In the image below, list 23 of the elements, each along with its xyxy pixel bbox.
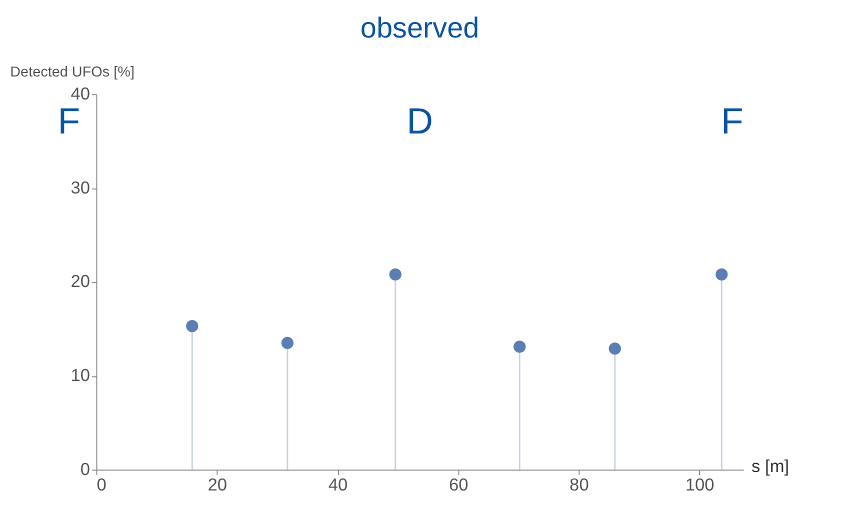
chart-title: observed bbox=[360, 12, 480, 44]
x-tick-label: 80 bbox=[570, 474, 589, 494]
point bbox=[514, 340, 526, 353]
annotation: F bbox=[721, 100, 744, 142]
x-tick-label: 0 bbox=[96, 474, 106, 494]
y-axis-title: Detected UFOs [%] bbox=[10, 64, 134, 80]
annotation: D bbox=[406, 100, 434, 142]
text: F bbox=[58, 100, 80, 142]
y-tick-label: 20 bbox=[70, 271, 90, 292]
point bbox=[608, 342, 621, 355]
y-tick-label: 30 bbox=[70, 177, 90, 198]
y-tick-label: 10 bbox=[70, 365, 90, 386]
point bbox=[281, 336, 294, 350]
y-tick-label: 0 bbox=[80, 458, 90, 479]
point bbox=[186, 320, 198, 332]
x-tick-label: 40 bbox=[328, 474, 348, 494]
x-axis-title: s [m] bbox=[752, 456, 790, 476]
x-tick-label: 60 bbox=[448, 474, 468, 494]
point bbox=[716, 268, 728, 280]
y-tick-label: 40 bbox=[70, 83, 90, 104]
x-tick-label: 20 bbox=[208, 474, 228, 494]
point bbox=[389, 268, 402, 280]
x-tick-label: 100 bbox=[685, 474, 714, 494]
